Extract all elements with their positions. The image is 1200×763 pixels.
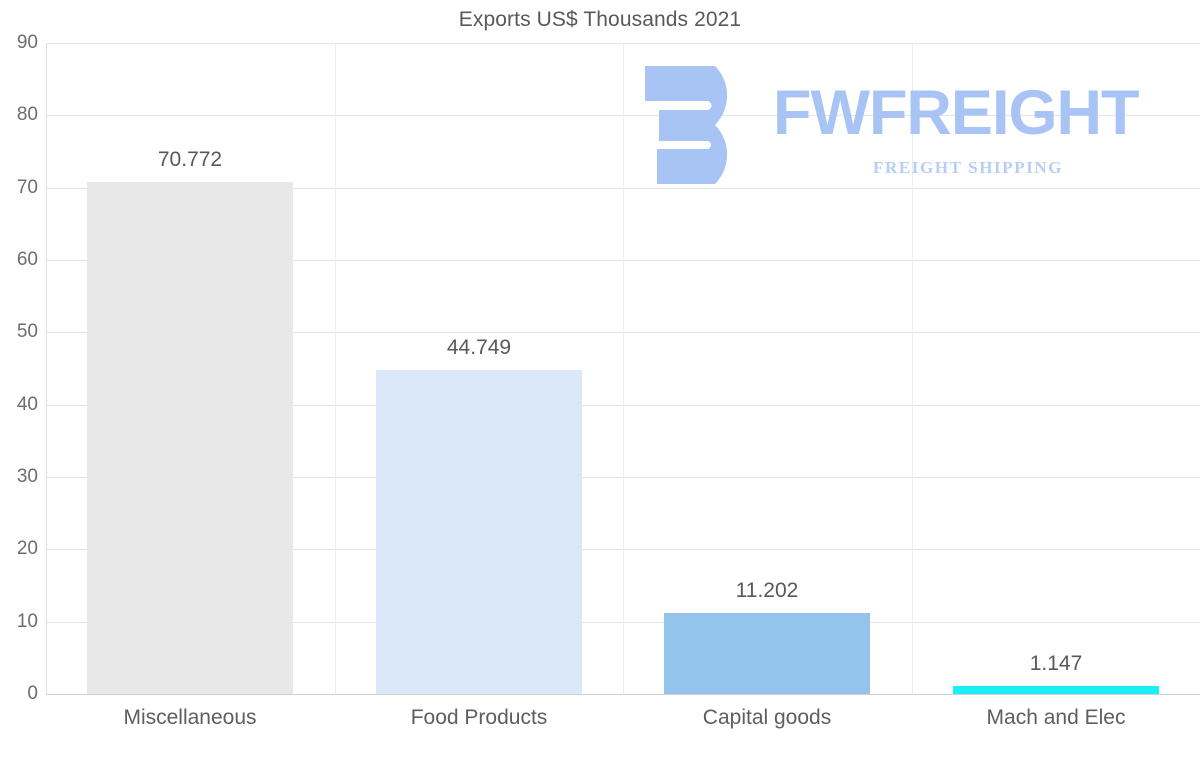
- bar-value-label: 11.202: [735, 579, 799, 602]
- y-axis-tick-label: 40: [16, 394, 38, 415]
- bar[interactable]: [953, 686, 1159, 694]
- y-axis-tick-label: 30: [16, 466, 38, 487]
- y-axis-tick-label: 10: [16, 611, 38, 632]
- y-axis-tick-label: 20: [16, 538, 38, 559]
- bar[interactable]: [87, 182, 293, 694]
- x-axis-category-label: Miscellaneous: [123, 706, 257, 729]
- bar-value-label: 1.147: [1029, 652, 1083, 675]
- y-axis-tick-labels: 0 10 20 30 40 50 60 70 80 90: [0, 32, 38, 704]
- bar[interactable]: [664, 613, 870, 694]
- chart-title: Exports US$ Thousands 2021: [458, 8, 742, 31]
- category-gridline: [912, 43, 913, 694]
- category-gridline: [335, 43, 336, 694]
- y-axis-tick-label: 60: [16, 249, 38, 270]
- bar-value-label: 70.772: [157, 148, 223, 171]
- bar-value-label: 44.749: [446, 336, 512, 359]
- y-axis-tick-label: 80: [16, 104, 38, 125]
- x-axis-category-label: Capital goods: [702, 706, 832, 729]
- x-axis-category-label: Food Products: [410, 706, 548, 729]
- y-axis-tick-label: 90: [16, 32, 38, 53]
- plot-area: [46, 43, 1200, 695]
- y-axis-tick-label: 50: [16, 321, 38, 342]
- gridline: [46, 694, 1200, 695]
- category-gridline: [623, 43, 624, 694]
- x-axis-category-label: Mach and Elec: [986, 706, 1126, 729]
- bar[interactable]: [376, 370, 582, 694]
- y-axis-tick-label: 70: [16, 177, 38, 198]
- y-axis-tick-label: 0: [27, 683, 38, 704]
- y-axis-line: [46, 43, 47, 695]
